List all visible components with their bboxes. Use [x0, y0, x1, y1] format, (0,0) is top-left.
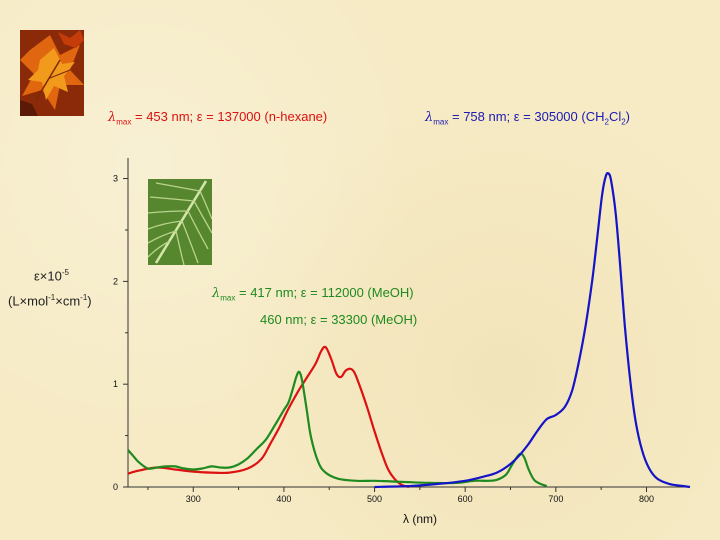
y-axis-label: ε×10-5 (L×mol-1×cm-1): [8, 262, 92, 313]
hexane-annotation: λmax = 453 nm; ε = 137000 (n-hexane): [108, 109, 327, 127]
max-subscript: max: [220, 293, 236, 303]
meoh-annotation-1: λmax = 417 nm; ε = 112000 (MeOH): [212, 285, 414, 303]
lambda-symbol: λ: [108, 110, 117, 125]
y-tick-label: 0: [113, 482, 118, 492]
x-axis-label: λ (nm): [403, 512, 437, 526]
max-subscript: max: [116, 117, 132, 127]
y-axis-unit-part: (L×mol: [8, 293, 49, 309]
max-subscript: max: [433, 117, 449, 127]
series-line-MeOH: [127, 370, 548, 488]
subscript-2: 2: [604, 117, 609, 127]
lambda-symbol: λ: [212, 286, 221, 301]
meoh-annotation-2: 460 nm; ε = 33300 (MeOH): [260, 312, 417, 327]
ch2cl2-annotation: λmax = 758 nm; ε = 305000 (CH2Cl2): [425, 109, 630, 127]
y-axis-unit-exp: -1: [48, 293, 56, 303]
series-line-n-hexane: [127, 345, 410, 489]
x-tick-label: 800: [639, 494, 654, 504]
chart-axes: 300 400 500 600 700 800 0 1 2 3: [113, 158, 690, 504]
x-tick-label: 700: [548, 494, 563, 504]
autumn-leaves-photo: [20, 30, 84, 116]
series-line-CH2Cl2: [374, 171, 691, 489]
ch2cl2-annotation-cl: Cl: [608, 109, 622, 124]
x-tick-label: 500: [367, 494, 382, 504]
y-axis-unit-part: ×cm: [55, 293, 81, 309]
y-tick-label: 1: [113, 379, 118, 389]
meoh-annotation-1-text: = 417 nm; ε = 112000 (MeOH): [235, 285, 414, 300]
y-axis-unit-exp: -1: [80, 293, 88, 303]
ch2cl2-annotation-close: ): [625, 109, 631, 124]
chart-series: [127, 171, 691, 489]
x-tick-label: 400: [276, 494, 291, 504]
hexane-annotation-text: = 453 nm; ε = 137000 (n-hexane): [131, 109, 328, 124]
x-tick-label: 600: [458, 494, 473, 504]
lambda-symbol: λ: [425, 110, 434, 125]
y-axis-label-line1: ε×10: [34, 268, 62, 284]
y-axis-unit-part: ): [87, 293, 92, 309]
subscript-2: 2: [621, 117, 626, 127]
x-tick-label: 300: [186, 494, 201, 504]
y-tick-label: 2: [113, 276, 118, 286]
green-leaf-photo: [148, 179, 212, 265]
ch2cl2-annotation-text: = 758 nm; ε = 305000 (CH: [448, 109, 605, 124]
y-tick-label: 3: [113, 174, 118, 184]
y-axis-label-exponent: -5: [61, 268, 69, 277]
meoh-annotation-2-text: 460 nm; ε = 33300 (MeOH): [260, 312, 418, 327]
